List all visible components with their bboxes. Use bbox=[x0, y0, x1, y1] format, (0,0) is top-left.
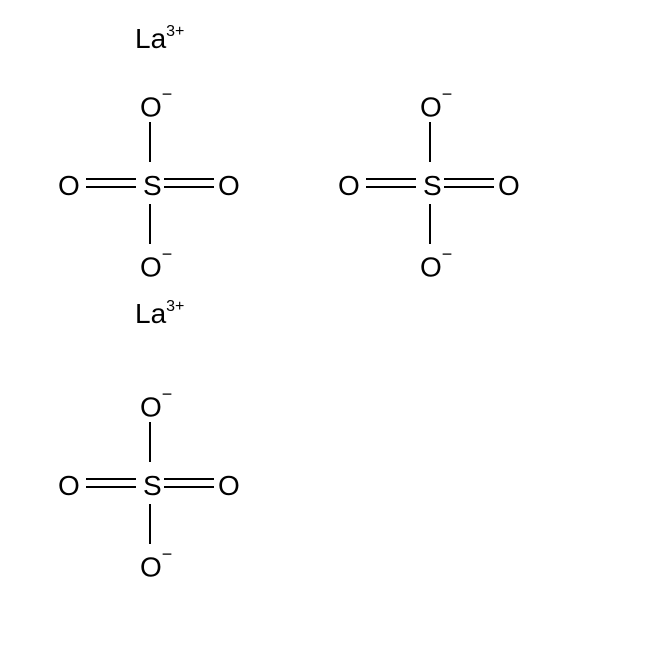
bond-double-right bbox=[444, 178, 494, 180]
oxygen-bottom: O− bbox=[140, 250, 172, 283]
oxygen-right: O bbox=[218, 170, 240, 202]
bond-single-bottom bbox=[429, 204, 431, 244]
bond-double-left bbox=[366, 178, 416, 180]
sulfur-center: S bbox=[423, 170, 442, 202]
oxygen-bottom: O− bbox=[420, 250, 452, 283]
charge-superscript: 3+ bbox=[166, 23, 184, 40]
oxygen-bottom: O− bbox=[140, 550, 172, 583]
sulfate-group-2: O− O S O O− bbox=[330, 80, 530, 280]
lanthanum-ion-2: La3+ bbox=[135, 300, 184, 328]
bond-double-left bbox=[86, 486, 136, 488]
bond-single-bottom bbox=[149, 204, 151, 244]
bond-double-left bbox=[86, 478, 136, 480]
bond-double-right bbox=[164, 186, 214, 188]
oxygen-right: O bbox=[218, 470, 240, 502]
bond-double-left bbox=[366, 186, 416, 188]
oxygen-left: O bbox=[58, 470, 80, 502]
bond-double-right bbox=[444, 186, 494, 188]
lanthanum-ion-1: La3+ bbox=[135, 25, 184, 53]
atom-symbol: La bbox=[135, 298, 166, 329]
atom-symbol: La bbox=[135, 23, 166, 54]
bond-double-right bbox=[164, 478, 214, 480]
oxygen-top: O− bbox=[140, 90, 172, 123]
sulfur-center: S bbox=[143, 470, 162, 502]
bond-double-left bbox=[86, 186, 136, 188]
bond-double-right bbox=[164, 486, 214, 488]
bond-single-bottom bbox=[149, 504, 151, 544]
oxygen-left: O bbox=[58, 170, 80, 202]
charge-superscript: 3+ bbox=[166, 298, 184, 315]
oxygen-right: O bbox=[498, 170, 520, 202]
bond-double-left bbox=[86, 178, 136, 180]
chemical-structure: La3+ La3+ O− O S O O− O− O S O O− O− O bbox=[0, 0, 650, 650]
bond-double-right bbox=[164, 178, 214, 180]
bond-single-top bbox=[149, 422, 151, 462]
bond-single-top bbox=[149, 122, 151, 162]
sulfate-group-1: O− O S O O− bbox=[50, 80, 250, 280]
sulfur-center: S bbox=[143, 170, 162, 202]
sulfate-group-3: O− O S O O− bbox=[50, 380, 250, 580]
oxygen-left: O bbox=[338, 170, 360, 202]
oxygen-top: O− bbox=[140, 390, 172, 423]
bond-single-top bbox=[429, 122, 431, 162]
oxygen-top: O− bbox=[420, 90, 452, 123]
